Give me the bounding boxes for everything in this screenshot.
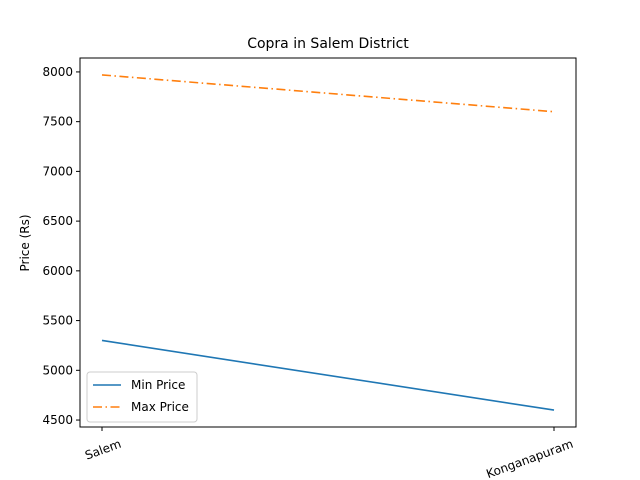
series-line-1 bbox=[101, 339, 555, 411]
x-tick-label: Salem bbox=[83, 437, 123, 463]
series-line-2 bbox=[101, 74, 555, 113]
legend-label-2: Max Price bbox=[131, 400, 189, 414]
y-tick-label: 8000 bbox=[42, 65, 73, 79]
x-tick-label: Konganapuram bbox=[484, 437, 575, 480]
series-group bbox=[101, 74, 555, 411]
legend: Min Price Max Price bbox=[86, 371, 198, 423]
y-tick-label: 7500 bbox=[42, 115, 73, 129]
y-tick-label: 6000 bbox=[42, 264, 73, 278]
y-axis: 4500 5000 5500 6000 6500 7000 7500 8000 bbox=[42, 65, 80, 427]
x-axis: Salem Konganapuram bbox=[83, 427, 575, 480]
plot-area bbox=[79, 57, 577, 428]
legend-label-1: Min Price bbox=[131, 378, 185, 392]
y-tick-label: 5500 bbox=[42, 314, 73, 328]
plot-frame bbox=[79, 57, 577, 428]
chart-title: Copra in Salem District bbox=[247, 36, 409, 52]
y-tick-label: 4500 bbox=[42, 413, 73, 427]
y-tick-label: 5000 bbox=[42, 363, 73, 377]
y-tick-label: 6500 bbox=[42, 214, 73, 228]
y-axis-label: Price (Rs) bbox=[18, 214, 32, 271]
y-tick-label: 7000 bbox=[42, 164, 73, 178]
